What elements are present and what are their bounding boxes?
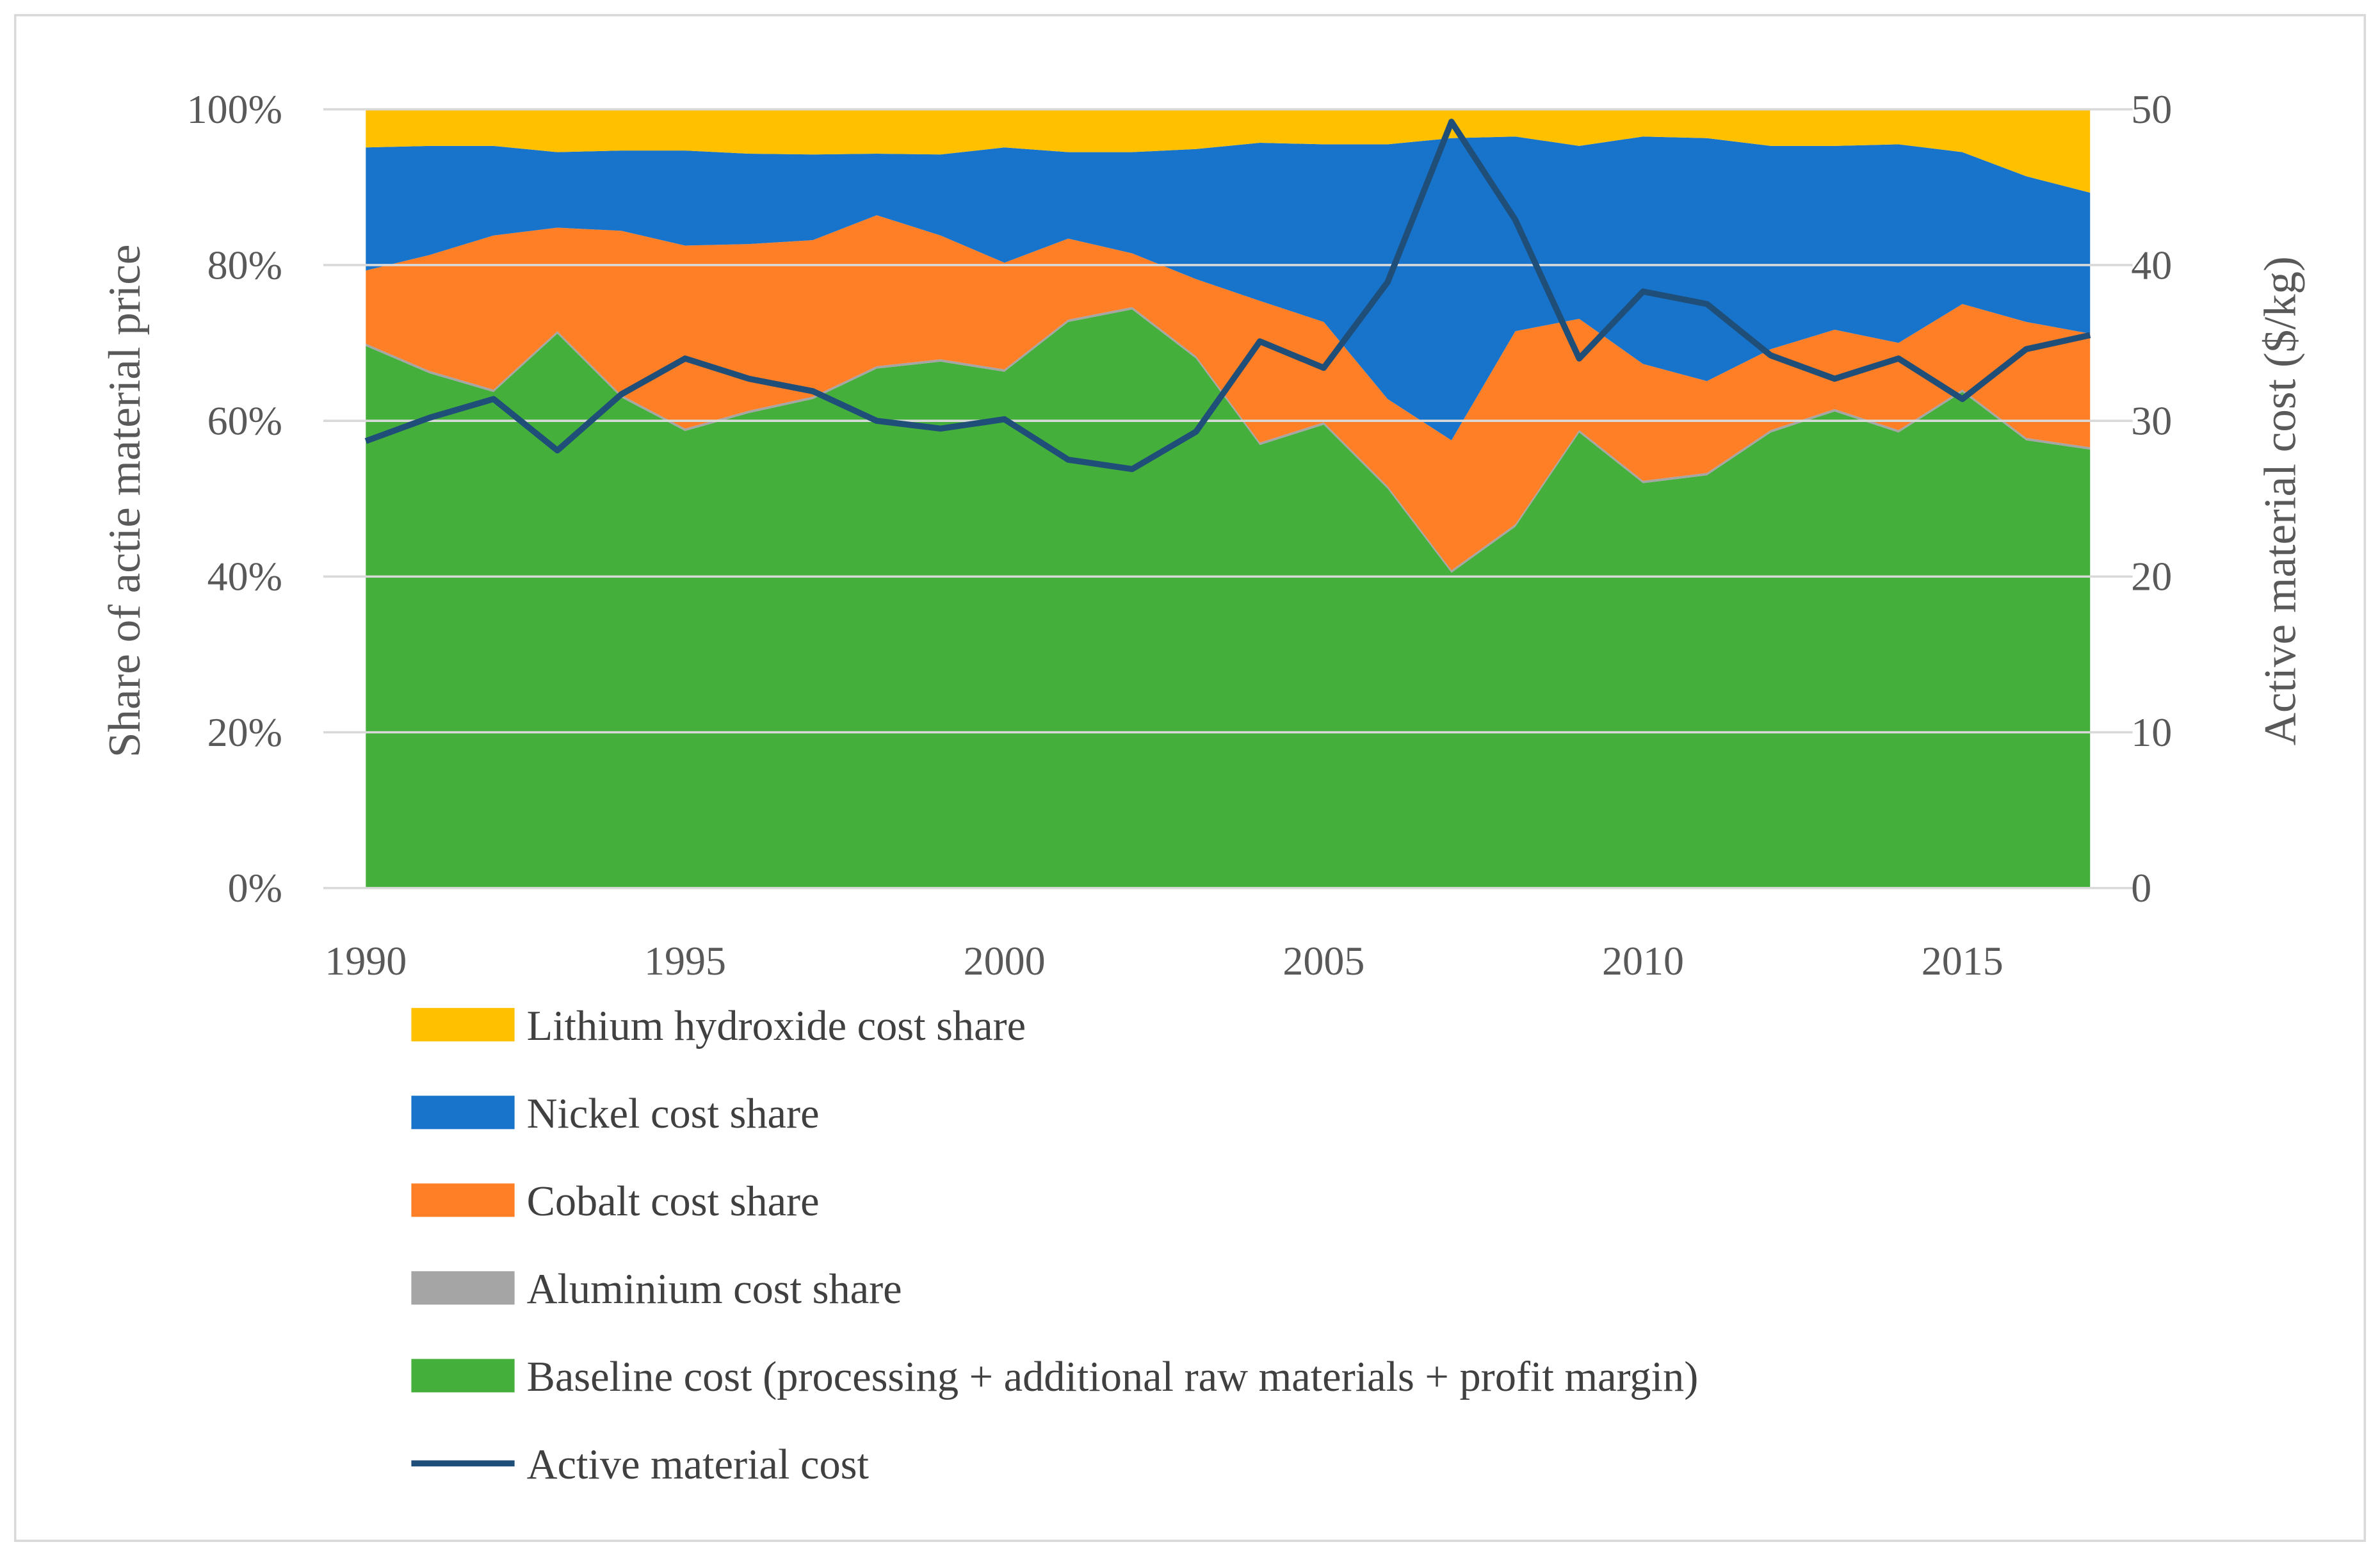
legend-swatch [411, 1183, 515, 1217]
x-tick-label: 2000 [964, 938, 1046, 984]
x-tick-label: 2010 [1602, 938, 1684, 984]
y-tick-label: 20% [207, 709, 282, 755]
legend-swatch [411, 1008, 515, 1042]
legend-label: Lithium hydroxide cost share [527, 1003, 1026, 1049]
legend-item-aluminium-cost-share: Aluminium cost share [411, 1266, 902, 1313]
y-tick-label: 40% [207, 554, 282, 599]
area-lithium-hydroxide-cost-share [366, 109, 2091, 193]
tick-labels: 0% 20% 40% 60% 80% 100% 0 10 20 30 40 50 1990 1995 200… [187, 86, 2173, 984]
y2-tick-label: 30 [2131, 398, 2172, 444]
area-nickel-cost-share [366, 136, 2091, 441]
legend-swatch [411, 1096, 515, 1130]
legend-item-active-material-cost: Active material cost [411, 1441, 869, 1488]
legend: Lithium hydroxide cost share Nickel cost … [411, 1003, 1698, 1488]
x-tick-label: 1990 [325, 938, 407, 984]
gridlines [323, 108, 2133, 889]
y-tick-label: 60% [207, 398, 282, 444]
line-layer [364, 118, 2091, 473]
legend-swatch [411, 1271, 515, 1305]
legend-label: Active material cost [527, 1441, 870, 1488]
y-axis-title: Share of actie material price [100, 245, 150, 758]
legend-label: Nickel cost share [527, 1090, 820, 1137]
legend-label: Aluminium cost share [527, 1266, 902, 1313]
y2-axis-title: Active material cost ($/kg) [2255, 256, 2305, 745]
legend-item-nickel-cost-share: Nickel cost share [411, 1090, 820, 1137]
y-tick-label: 80% [207, 242, 282, 288]
y2-tick-label: 0 [2131, 865, 2151, 911]
legend-item-cobalt-cost-share: Cobalt cost share [411, 1178, 820, 1225]
legend-label: Cobalt cost share [527, 1178, 820, 1225]
y2-tick-label: 10 [2131, 709, 2172, 755]
y2-tick-label: 50 [2131, 86, 2172, 132]
legend-item-lithium-hydroxide-cost-share: Lithium hydroxide cost share [411, 1003, 1026, 1049]
x-tick-label: 2015 [1922, 938, 2004, 984]
y-tick-label: 100% [187, 86, 282, 132]
line-active-material-cost [364, 118, 2091, 473]
plot-areas [366, 109, 2091, 888]
y-tick-label: 0% [228, 865, 282, 911]
area-cobalt-cost-share [366, 215, 2091, 571]
legend-item-baseline-cost-processing-additional-raw-materials-profit-margin: Baseline cost (processing + additional r… [411, 1354, 1698, 1400]
x-tick-label: 2005 [1283, 938, 1364, 984]
x-tick-label: 1995 [644, 938, 726, 984]
y2-tick-label: 20 [2131, 554, 2172, 599]
y2-tick-label: 40 [2131, 242, 2172, 288]
legend-label: Baseline cost (processing + additional r… [527, 1354, 1699, 1400]
area-baseline-cost-processing-additional-raw-materials-profit-margin [366, 309, 2091, 888]
legend-swatch [411, 1359, 515, 1393]
